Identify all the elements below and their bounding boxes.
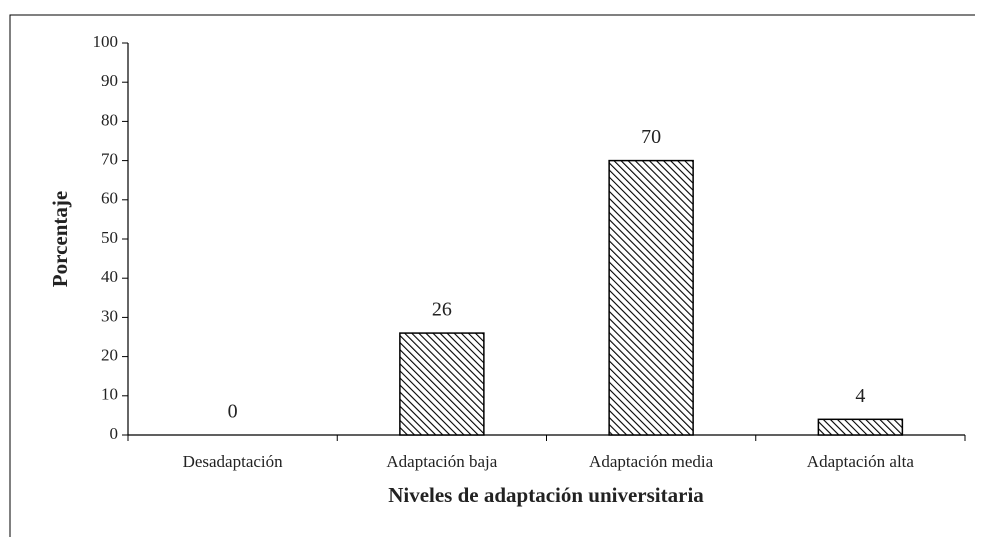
x-tick-label: Desadaptación bbox=[183, 452, 284, 471]
bar bbox=[817, 418, 904, 436]
x-tick-label: Adaptación media bbox=[589, 452, 714, 471]
x-tick-label: Adaptación alta bbox=[807, 452, 915, 471]
data-label: 70 bbox=[641, 126, 661, 148]
y-tick-label: 70 bbox=[101, 150, 118, 169]
y-tick-label: 0 bbox=[110, 424, 119, 443]
bar bbox=[399, 332, 485, 436]
x-axis-title: Niveles de adaptación universitaria bbox=[388, 483, 704, 507]
data-label: 26 bbox=[432, 299, 452, 321]
y-tick-label: 80 bbox=[101, 110, 118, 129]
y-tick-label: 90 bbox=[101, 71, 118, 90]
x-tick-label: Adaptación baja bbox=[386, 452, 497, 471]
bar bbox=[608, 159, 694, 436]
y-axis-title: Porcentaje bbox=[48, 191, 72, 287]
y-tick-label: 40 bbox=[101, 267, 118, 286]
y-tick-label: 50 bbox=[101, 228, 118, 247]
y-tick-label: 30 bbox=[101, 306, 118, 325]
data-label: 4 bbox=[855, 385, 865, 407]
y-tick-label: 20 bbox=[101, 346, 118, 365]
data-label: 0 bbox=[228, 401, 238, 423]
y-tick-label: 100 bbox=[93, 32, 119, 51]
frame bbox=[9, 14, 975, 537]
y-tick-label: 60 bbox=[101, 189, 118, 208]
y-tick-label: 10 bbox=[101, 385, 118, 404]
